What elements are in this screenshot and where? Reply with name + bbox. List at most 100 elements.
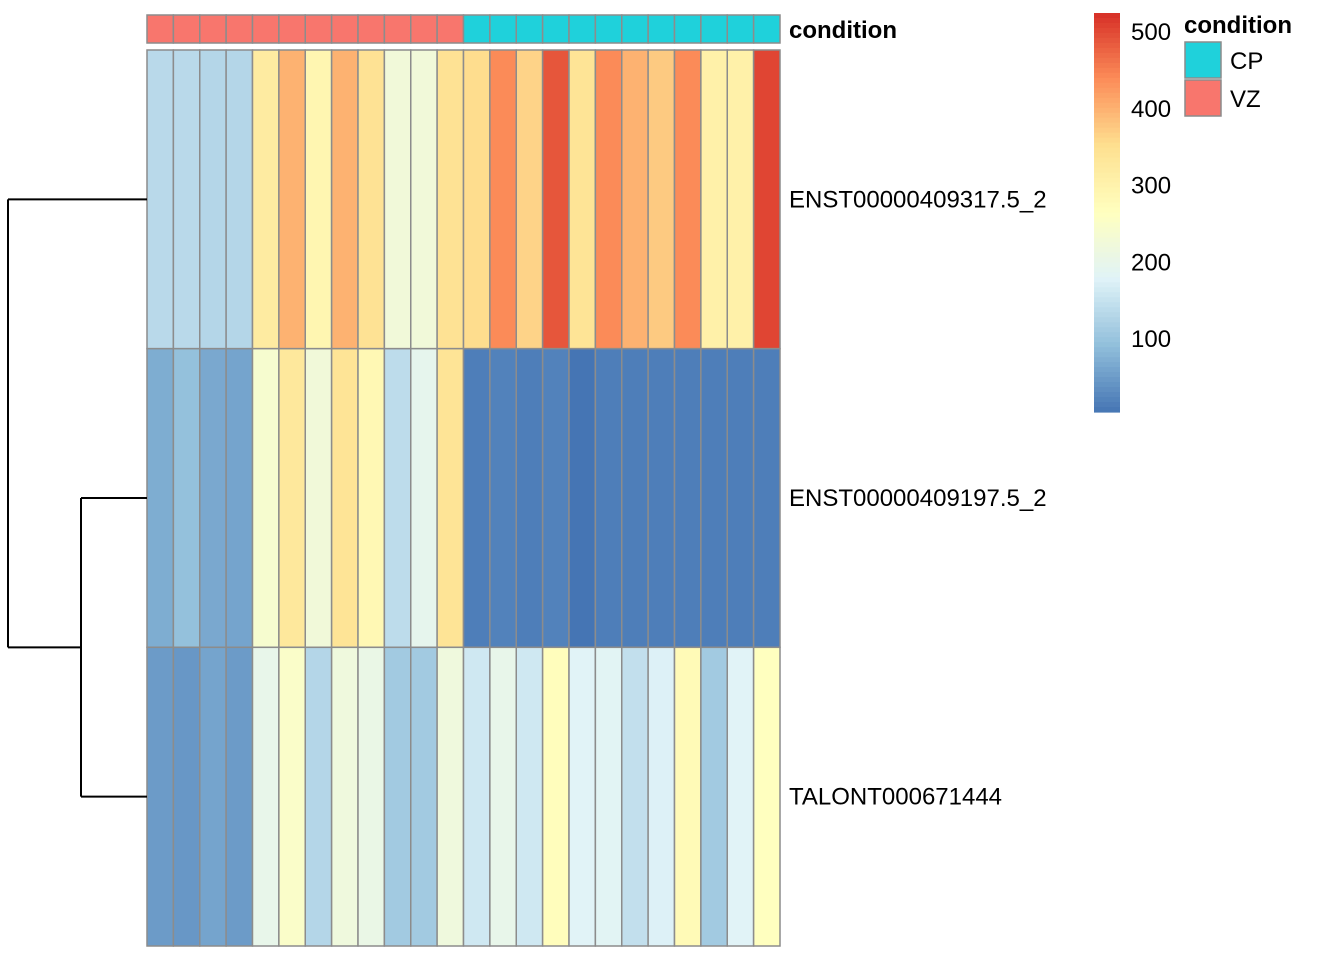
annotation-cell: [700, 14, 728, 44]
colorbar-tick-label: 500: [1131, 19, 1171, 46]
heatmap-cell: [146, 646, 175, 947]
heatmap-cell: [462, 49, 491, 350]
colorbar-segment: [1094, 187, 1120, 194]
heatmap-cell: [410, 347, 438, 649]
heatmap-cell: [726, 49, 755, 350]
heatmap-cell: [462, 347, 491, 649]
colorbar-segment: [1094, 72, 1120, 79]
annotation-cell: [278, 14, 306, 44]
colorbar-segment: [1094, 37, 1120, 44]
annotation-cell: [568, 14, 597, 44]
colorbar-segment: [1094, 257, 1120, 263]
heatmap-cell: [594, 646, 623, 947]
annotation-cell: [726, 14, 755, 44]
heatmap-cell: [541, 646, 570, 947]
colorbar-segment: [1094, 317, 1120, 323]
annotation-label: condition: [789, 17, 897, 44]
colorbar-segment: [1094, 297, 1120, 303]
colorbar-segment: [1094, 272, 1120, 278]
heatmap-cell: [673, 646, 702, 947]
colorbar-segment: [1094, 47, 1120, 54]
heatmap-cell: [172, 347, 201, 649]
colorbar-segment: [1094, 212, 1120, 219]
annotation-cell: [647, 14, 676, 44]
heatmap-cell: [541, 347, 570, 649]
heatmap-cell: [251, 347, 280, 649]
annotation-cell: [330, 14, 359, 44]
colorbar-segment: [1094, 352, 1120, 358]
colorbar-tick-label: 300: [1131, 173, 1171, 200]
colorbar-segment: [1094, 97, 1120, 104]
colorbar-segment: [1094, 402, 1120, 408]
annotation-cell: [146, 14, 175, 44]
heatmap-cell: [436, 49, 465, 350]
colorbar-segment: [1094, 287, 1120, 293]
heatmap-cell: [304, 347, 333, 649]
colorbar-segment: [1094, 292, 1120, 298]
row-label: ENST00000409197.5_2: [789, 485, 1047, 512]
heatmap-cell: [357, 646, 386, 947]
heatmap-cell: [383, 49, 412, 350]
colorbar-segment: [1094, 142, 1120, 149]
heatmap-cell: [568, 646, 597, 947]
heatmap-cell: [673, 347, 702, 649]
colorbar-segment: [1094, 112, 1120, 119]
colorbar-segment: [1094, 57, 1120, 64]
colorbar-segment: [1094, 242, 1120, 249]
row-label: TALONT000671444: [789, 784, 1002, 811]
heatmap-cell: [594, 347, 623, 649]
annotation-cell: [515, 14, 544, 44]
colorbar-segment: [1094, 322, 1120, 328]
colorbar-segment: [1094, 192, 1120, 199]
heatmap-cell: [251, 49, 280, 350]
colorbar-segment: [1094, 137, 1120, 144]
heatmap-cell: [647, 646, 676, 947]
colorbar-segment: [1094, 197, 1120, 204]
heatmap-cell: [383, 347, 412, 649]
heatmap-cell: [700, 646, 728, 947]
colorbar-segment: [1094, 147, 1120, 154]
colorbar-segment: [1094, 392, 1120, 398]
legend-item-label: CP: [1230, 48, 1263, 75]
colorbar-segment: [1094, 382, 1120, 388]
annotation-cell: [489, 14, 517, 44]
colorbar-segment: [1094, 67, 1120, 74]
colorbar-segment: [1094, 17, 1120, 24]
heatmap-cell: [726, 646, 755, 947]
colorbar-tick-label: 200: [1131, 249, 1171, 276]
heatmap-cell: [330, 347, 359, 649]
heatmap-cell: [278, 646, 306, 947]
annotation-cell: [383, 14, 412, 44]
colorbar-segment: [1094, 52, 1120, 59]
heatmap-cell: [436, 347, 465, 649]
colorbar-segment: [1094, 332, 1120, 338]
colorbar-segment: [1094, 13, 1120, 19]
colorbar-segment: [1094, 302, 1120, 308]
heatmap-cell: [172, 646, 201, 947]
heatmap-cell: [621, 646, 649, 947]
heatmap-cell: [462, 646, 491, 947]
colorbar-segment: [1094, 127, 1120, 134]
heatmap-cell: [515, 347, 544, 649]
colorbar-segment: [1094, 237, 1120, 244]
colorbar-segment: [1094, 277, 1120, 283]
heatmap-cell: [410, 49, 438, 350]
colorbar-segment: [1094, 32, 1120, 39]
colorbar-segment: [1094, 387, 1120, 393]
annotation-cell: [251, 14, 280, 44]
colorbar-segment: [1094, 182, 1120, 189]
colorbar-segment: [1094, 367, 1120, 373]
annotation-cell: [199, 14, 227, 44]
heatmap-cell: [489, 49, 517, 350]
colorbar-segment: [1094, 107, 1120, 114]
colorbar-segment: [1094, 177, 1120, 184]
colorbar-segment: [1094, 377, 1120, 383]
heatmap-cell: [251, 646, 280, 947]
heatmap-cell: [357, 49, 386, 350]
colorbar-segment: [1094, 357, 1120, 363]
heatmap-cell: [278, 347, 306, 649]
legend-swatch-vz: [1184, 79, 1222, 117]
annotation-cell: [462, 14, 491, 44]
colorbar-segment: [1094, 27, 1120, 34]
heatmap-cell: [594, 49, 623, 350]
